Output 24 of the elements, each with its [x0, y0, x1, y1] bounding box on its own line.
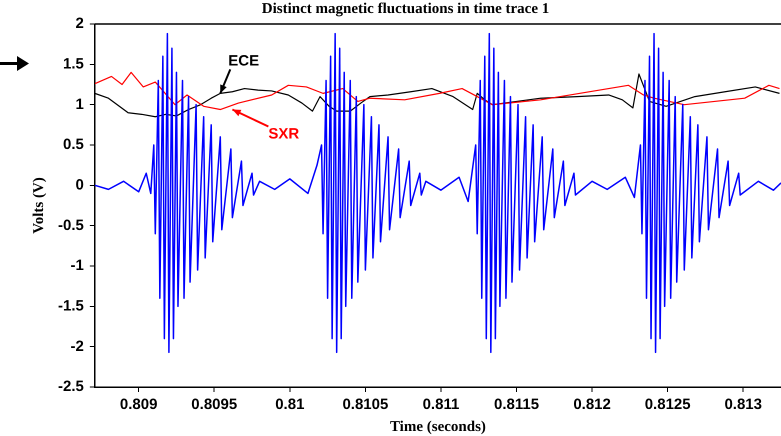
y-tick-label: -2 — [70, 338, 84, 355]
x-tick-label: 0.8095 — [191, 396, 238, 414]
y-tick-label: -1.5 — [58, 297, 84, 314]
x-tick-label: 0.812 — [573, 396, 611, 414]
x-tick-label: 0.811 — [422, 396, 460, 414]
chart-title: Distinct magnetic fluctuations in time trace 1 — [262, 0, 550, 17]
y-tick-label: -0.5 — [58, 216, 84, 234]
x-tick-label: 0.8125 — [644, 396, 691, 414]
x-tick-label: 0.809 — [120, 396, 158, 414]
y-tick-label: -2.5 — [58, 378, 84, 396]
x-tick-label: 0.81 — [275, 396, 304, 414]
x-tick-label: 0.8115 — [494, 396, 540, 414]
y-tick-label: 2 — [76, 15, 84, 32]
y-tick-label: 0 — [76, 176, 84, 194]
x-tick-label: 0.813 — [724, 396, 762, 414]
y-axis-title: Volts (V) — [30, 177, 47, 234]
y-tick-label: 1 — [76, 96, 84, 113]
y-tick-label: -1 — [70, 257, 84, 274]
annotation: ECE — [228, 52, 260, 70]
x-axis-title: Time (seconds) — [390, 418, 486, 435]
x-tick-label: 0.8105 — [342, 396, 388, 414]
annotation: SXR — [268, 126, 300, 143]
y-tick-label: 0.5 — [62, 136, 84, 154]
y-tick-label: 1.5 — [62, 55, 84, 72]
